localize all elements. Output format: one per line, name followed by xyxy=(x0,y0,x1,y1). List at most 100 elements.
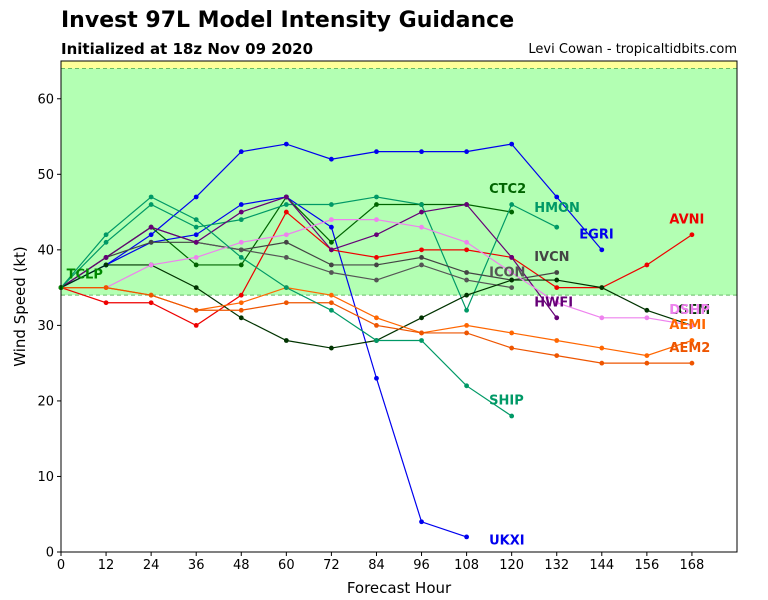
data-point-aemi xyxy=(689,338,695,343)
chart-title: Invest 97L Model Intensity Guidance xyxy=(61,8,515,33)
data-point-dshp xyxy=(283,232,289,238)
data-point-hmon xyxy=(464,307,469,313)
x-tick-label: 0 xyxy=(57,558,65,573)
data-point-icon xyxy=(283,255,289,260)
data-point-ship xyxy=(464,383,469,389)
series-line-ivcn xyxy=(60,241,557,289)
data-point-icon xyxy=(374,277,379,283)
data-point-icon xyxy=(509,285,515,291)
series-label-hwfi: HWFI xyxy=(534,296,573,311)
data-point-avni xyxy=(554,285,560,291)
series-label-aemi: AEMI xyxy=(669,318,706,333)
data-point-hwfi xyxy=(419,209,424,215)
data-point-aem2 xyxy=(509,345,515,351)
data-point-egri xyxy=(283,141,289,147)
data-point-ivcn xyxy=(283,239,289,245)
data-point-hmon xyxy=(419,202,424,207)
data-point-ivcn xyxy=(419,255,424,260)
data-point-ship xyxy=(419,338,424,343)
x-tick-label: 108 xyxy=(454,558,479,573)
data-point-dshp xyxy=(193,255,199,260)
x-tick-label: 156 xyxy=(634,558,659,573)
data-point-aem2 xyxy=(329,300,334,306)
data-point-aem2 xyxy=(238,307,244,313)
data-point-aem2 xyxy=(193,307,199,313)
data-point-avni xyxy=(148,300,154,306)
data-point-aem2 xyxy=(374,322,379,328)
data-point-icon xyxy=(329,270,334,275)
data-point-avni xyxy=(193,322,199,328)
series-line-ukxi xyxy=(60,196,467,538)
data-point-dshp xyxy=(419,224,424,230)
chart-credit: Levi Cowan - tropicaltidbits.com xyxy=(528,42,737,57)
data-point-avni xyxy=(689,232,695,238)
data-point-aemi xyxy=(329,292,334,298)
data-point-hwfi xyxy=(464,202,469,207)
data-point-hmon xyxy=(238,217,244,223)
y-tick-label: 40 xyxy=(37,243,54,258)
series-label-icon: ICON xyxy=(489,265,525,280)
data-point-icon xyxy=(419,262,424,268)
intensity-band-0 xyxy=(61,68,737,296)
x-tick-label: 96 xyxy=(413,558,430,573)
data-point-dshp xyxy=(329,217,334,223)
data-point-avni xyxy=(374,255,379,260)
data-point-hwfi xyxy=(554,315,560,321)
data-point-ctc2 xyxy=(238,262,244,268)
x-tick-label: 132 xyxy=(544,558,569,573)
data-point-dshp xyxy=(554,300,560,306)
data-point-ctc2 xyxy=(193,262,199,268)
data-point-aem2 xyxy=(283,300,289,306)
x-tick-label: 36 xyxy=(188,558,205,573)
data-point-lgem xyxy=(419,315,424,321)
x-tick-label: 144 xyxy=(589,558,614,573)
data-point-hmon xyxy=(103,239,109,245)
data-point-dshp xyxy=(148,262,154,268)
series-label-avni: AVNI xyxy=(669,212,704,227)
data-point-dshp xyxy=(238,239,244,245)
data-point-ship xyxy=(329,307,334,313)
y-tick-label: 60 xyxy=(37,92,54,107)
chart-subtitle: Initialized at 18z Nov 09 2020 xyxy=(61,40,314,58)
series-label-egri: EGRI xyxy=(579,228,613,243)
data-point-aem2 xyxy=(103,285,109,291)
data-point-lgem xyxy=(193,285,199,291)
data-point-egri xyxy=(419,149,424,155)
x-tick-label: 168 xyxy=(680,558,705,573)
data-point-lgem xyxy=(283,338,289,343)
data-point-dshp xyxy=(509,270,515,275)
data-point-avni xyxy=(644,262,650,268)
data-point-lgem xyxy=(509,277,515,283)
y-axis-label: Wind Speed (kt) xyxy=(11,246,29,367)
data-point-aem2 xyxy=(599,360,605,366)
series-label-lgem: LGEM xyxy=(669,303,710,318)
data-point-icon xyxy=(238,247,244,253)
data-point-ivcn xyxy=(148,239,154,245)
data-point-aemi xyxy=(464,322,469,328)
data-point-hwfi xyxy=(374,232,379,238)
data-point-lgem xyxy=(238,315,244,321)
series-label-hmon: HMON xyxy=(534,201,580,216)
data-point-aemi xyxy=(509,330,515,336)
series-label-dshp: DSHP xyxy=(669,303,710,318)
series-label-ctc2: CTC2 xyxy=(489,182,526,197)
data-point-lgem xyxy=(329,345,334,351)
data-point-ctc2 xyxy=(329,239,334,245)
data-point-hwfi xyxy=(193,239,199,245)
x-axis-label: Forecast Hour xyxy=(347,579,452,597)
y-tick-label: 0 xyxy=(46,546,54,561)
data-point-avni xyxy=(103,300,109,306)
data-point-hwfi xyxy=(103,255,109,260)
intensity-band-1 xyxy=(61,61,737,69)
data-point-ukxi xyxy=(193,232,199,238)
data-point-dshp xyxy=(599,315,605,321)
data-point-lgem xyxy=(554,277,560,283)
data-point-hwfi xyxy=(238,209,244,215)
data-point-hmon xyxy=(193,224,199,230)
data-point-hwfi xyxy=(509,255,515,260)
data-point-ivcn xyxy=(554,270,560,275)
data-point-hmon xyxy=(374,194,379,200)
data-point-lgem xyxy=(103,262,109,268)
data-point-ship xyxy=(103,232,109,238)
